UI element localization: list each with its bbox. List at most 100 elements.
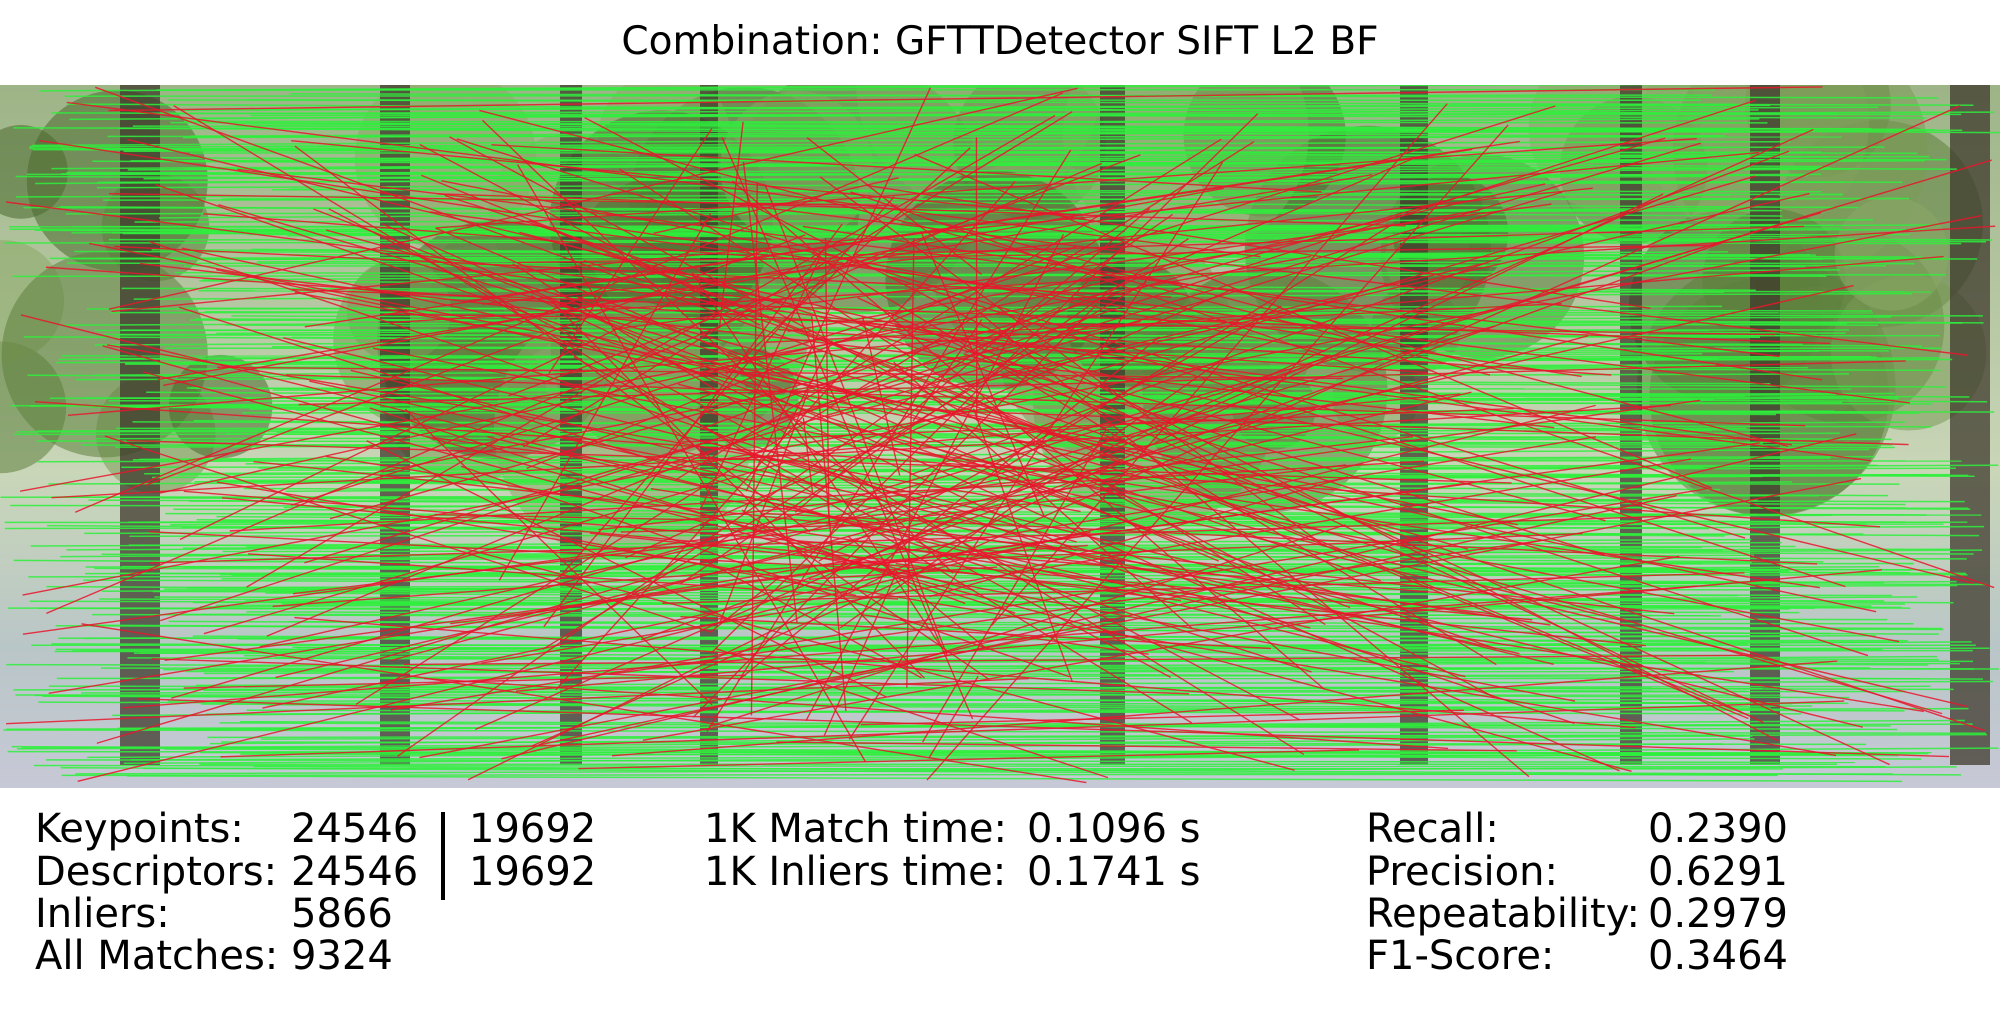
- match-line: [718, 121, 744, 328]
- match-line: [184, 554, 1824, 563]
- match-line: [555, 180, 1016, 691]
- match-line: [419, 477, 1862, 759]
- match-line: [253, 765, 1962, 776]
- match-line: [542, 281, 1147, 650]
- match-line: [819, 176, 1325, 547]
- match-line: [267, 702, 1798, 706]
- match-line: [46, 162, 1103, 615]
- match-line: [794, 207, 1151, 513]
- stat-label: All Matches:: [35, 933, 279, 979]
- match-line: [404, 408, 713, 706]
- stat-value: 0.2979: [1648, 891, 1788, 937]
- match-line: [461, 465, 1070, 678]
- match-line: [479, 109, 1491, 376]
- match-line: [467, 193, 1664, 781]
- match-line: [159, 99, 1756, 622]
- match-line: [519, 231, 1606, 522]
- match-line: [60, 766, 1778, 777]
- match-line: [133, 292, 1913, 300]
- match-line: [680, 237, 1189, 585]
- match-line: [149, 514, 1693, 564]
- match-image: [0, 85, 2000, 788]
- match-line: [432, 436, 726, 477]
- match-line: [383, 313, 1776, 336]
- match-line: [216, 481, 1837, 757]
- match-line: [77, 404, 1596, 783]
- stat-label: 1K Inliers time:: [704, 849, 1007, 895]
- match-line: [910, 150, 1790, 476]
- match-line: [906, 238, 915, 688]
- separator: [441, 812, 445, 900]
- match-line: [285, 374, 1806, 427]
- match-line: [178, 104, 1771, 112]
- match-line: [66, 101, 1261, 258]
- match-line: [584, 117, 1779, 742]
- stat-value: 0.1096 s: [1027, 806, 1201, 852]
- match-line: [444, 194, 1869, 657]
- match-line: [866, 184, 1651, 309]
- match-line: [45, 266, 1612, 376]
- stat-value: 24546: [291, 806, 419, 852]
- match-line: [662, 572, 1745, 605]
- stat-label: Keypoints:: [35, 806, 244, 852]
- stat-value: 0.6291: [1648, 849, 1788, 895]
- match-line: [612, 191, 1563, 482]
- match-line: [313, 208, 1351, 609]
- match-line: [173, 104, 1193, 724]
- match-line: [190, 387, 1852, 390]
- match-line: [642, 555, 1680, 741]
- stat-value: 0.2390: [1648, 806, 1788, 852]
- match-line: [861, 316, 901, 476]
- match-line: [216, 515, 1749, 526]
- match-line: [55, 647, 1990, 651]
- match-line: [291, 105, 1556, 506]
- match-line: [198, 290, 1725, 293]
- match-line: [860, 709, 1464, 726]
- match-line: [765, 302, 1562, 343]
- match-line: [474, 354, 1331, 731]
- match-line: [391, 225, 1996, 324]
- match-line: [538, 494, 1677, 746]
- outlier-lines: [6, 86, 1996, 784]
- match-line: [929, 476, 1349, 598]
- match-line: [972, 408, 1074, 683]
- match-line: [76, 373, 1849, 381]
- match-line: [292, 288, 1831, 345]
- match-line: [83, 635, 1804, 640]
- match-line: [259, 284, 1854, 648]
- match-line: [914, 153, 1712, 489]
- stat-value: 5866: [291, 891, 393, 937]
- match-line: [33, 764, 1886, 768]
- match-line: [126, 439, 1512, 484]
- match-line: [38, 701, 1771, 709]
- match-line: [699, 258, 821, 510]
- match-line: [20, 255, 1312, 492]
- match-line: [203, 175, 1756, 635]
- match-line: [419, 143, 760, 326]
- match-line: [764, 184, 948, 656]
- match-line: [725, 147, 971, 375]
- match-line: [139, 448, 1870, 461]
- match-line: [482, 187, 1593, 305]
- match-line: [117, 127, 1719, 138]
- match-line: [839, 360, 1221, 629]
- match-line: [34, 400, 1881, 528]
- stat-label: Inliers:: [35, 891, 170, 937]
- tree: [1950, 85, 1990, 765]
- match-line: [199, 751, 1922, 760]
- match-line: [560, 196, 895, 576]
- match-line: [173, 508, 1927, 516]
- match-line: [229, 198, 1859, 209]
- match-line: [381, 320, 1141, 473]
- match-line: [217, 366, 1344, 380]
- match-line: [139, 262, 1555, 429]
- match-line: [517, 244, 1715, 264]
- match-line: [183, 674, 747, 689]
- match-line: [97, 175, 1706, 184]
- match-line: [235, 118, 1760, 127]
- match-line: [3, 729, 1986, 735]
- match-line: [288, 620, 1914, 625]
- match-line: [512, 263, 1305, 756]
- stat-label: Descriptors:: [35, 849, 278, 895]
- match-line: [163, 668, 1984, 680]
